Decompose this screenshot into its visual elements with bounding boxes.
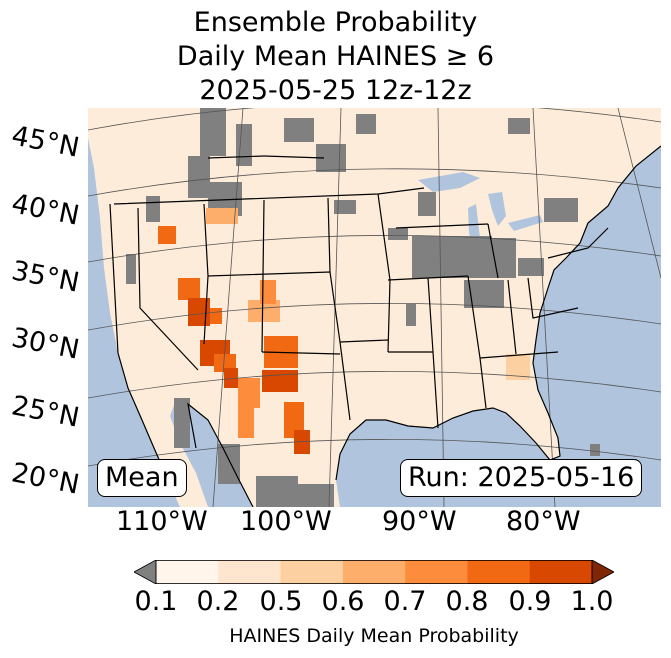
colorbar-frame (155, 560, 593, 584)
run-date-label: Run: 2025-05-16 (400, 459, 643, 497)
longitude-label-100w: 100°W (240, 506, 332, 537)
colorbar-under-arrow (134, 560, 157, 584)
colorbar-cell (405, 560, 468, 584)
title-line-3: 2025-05-25 12z-12z (199, 75, 472, 106)
statistic-label: Mean (97, 459, 187, 497)
latitude-label-30n: 30°N (9, 322, 82, 366)
colorbar (134, 560, 614, 584)
title-line-2: Daily Mean HAINES ≥ 6 (176, 41, 495, 72)
state-borders (113, 155, 609, 429)
colorbar-tick-1.0: 1.0 (570, 586, 614, 617)
longitude-label-80w: 80°W (506, 506, 581, 537)
probability-cells (158, 208, 530, 454)
latitude-label-20n: 20°N (9, 457, 82, 501)
longitude-label-90w: 90°W (382, 506, 457, 537)
great-lakes (418, 172, 566, 248)
latitude-label-25n: 25°N (9, 390, 82, 434)
colorbar-cell (280, 560, 344, 584)
latitude-label-35n: 35°N (9, 255, 82, 299)
colorbar-cell (529, 560, 593, 584)
colorbar-cell (156, 560, 219, 584)
longitude-label-110w: 110°W (116, 506, 208, 537)
colorbar-cells (156, 560, 593, 584)
graticule (88, 108, 661, 507)
colorbar-tick-0.5: 0.5 (259, 586, 303, 617)
colorbar-cell (218, 560, 282, 584)
colorbar-tick-0.6: 0.6 (321, 586, 365, 617)
colorbar-tick-0.7: 0.7 (383, 586, 427, 617)
colorbar-tick-0.2: 0.2 (196, 586, 240, 617)
title-line-1: Ensemble Probability (193, 7, 478, 38)
colorbar-cell (467, 560, 531, 584)
colorbar-tick-0.8: 0.8 (445, 586, 489, 617)
colorbar-cell (342, 560, 406, 584)
probability-map (88, 108, 661, 507)
latitude-label-40n: 40°N (9, 188, 82, 232)
colorbar-tick-0.9: 0.9 (508, 586, 552, 617)
coastline (109, 145, 661, 507)
colorbar-label: HAINES Daily Mean Probability (229, 625, 519, 647)
latitude-label-45n: 45°N (9, 120, 82, 164)
colorbar-tick-0.1: 0.1 (134, 586, 178, 617)
colorbar-over-arrow (591, 560, 614, 584)
